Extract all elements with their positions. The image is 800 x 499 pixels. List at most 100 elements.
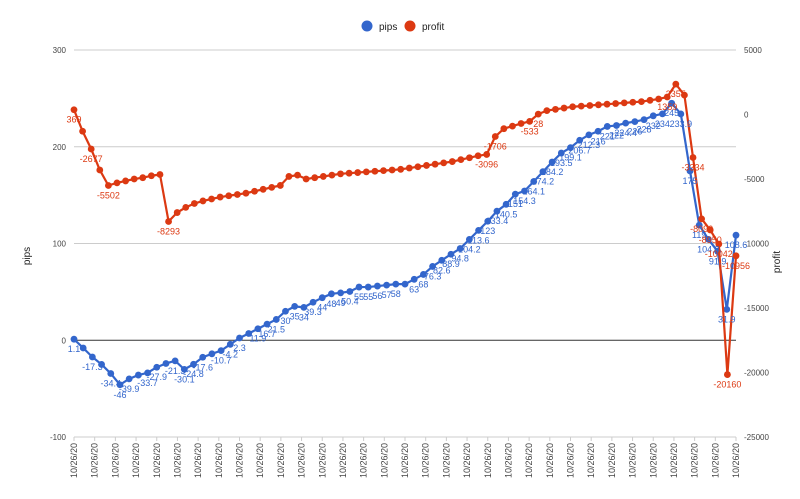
- profit-data-point[interactable]: [577, 102, 585, 110]
- profit-data-point[interactable]: [612, 100, 620, 107]
- pips-data-point[interactable]: [686, 167, 694, 175]
- pips-data-point[interactable]: [254, 325, 262, 333]
- pips-data-point[interactable]: [282, 307, 289, 315]
- pips-data-point[interactable]: [291, 302, 299, 310]
- profit-data-point[interactable]: [251, 187, 258, 195]
- profit-data-point[interactable]: [242, 189, 250, 197]
- profit-data-point[interactable]: [423, 162, 430, 169]
- pips-data-point[interactable]: [328, 290, 335, 298]
- pips-data-point[interactable]: [300, 303, 308, 311]
- pips-data-point[interactable]: [401, 280, 409, 288]
- profit-data-point[interactable]: [681, 91, 688, 99]
- pips-data-point[interactable]: [677, 110, 685, 118]
- pips-data-point[interactable]: [383, 281, 391, 289]
- profit-data-point[interactable]: [595, 101, 602, 109]
- pips-data-point[interactable]: [521, 187, 528, 195]
- pips-data-point[interactable]: [153, 363, 161, 371]
- pips-data-point[interactable]: [419, 271, 427, 278]
- profit-data-point[interactable]: [87, 145, 95, 153]
- pips-data-point[interactable]: [640, 116, 648, 124]
- legend-label-profit[interactable]: profit: [422, 22, 444, 33]
- profit-data-point[interactable]: [225, 192, 233, 200]
- profit-data-point[interactable]: [190, 200, 198, 207]
- pips-data-point[interactable]: [263, 320, 271, 328]
- profit-data-point[interactable]: [638, 98, 645, 105]
- profit-data-point[interactable]: [732, 252, 740, 260]
- pips-data-point[interactable]: [493, 207, 501, 215]
- profit-data-point[interactable]: [285, 173, 293, 180]
- profit-data-point[interactable]: [173, 209, 181, 216]
- profit-data-point[interactable]: [302, 175, 310, 183]
- profit-data-point[interactable]: [276, 182, 284, 189]
- profit-data-point[interactable]: [233, 191, 241, 198]
- profit-data-point[interactable]: [414, 163, 422, 171]
- profit-data-point[interactable]: [543, 107, 551, 115]
- pips-data-point[interactable]: [272, 316, 280, 323]
- profit-data-point[interactable]: [104, 182, 112, 189]
- pips-data-point[interactable]: [668, 99, 676, 107]
- profit-data-point[interactable]: [380, 167, 387, 175]
- profit-data-point[interactable]: [362, 168, 370, 176]
- profit-data-point[interactable]: [130, 175, 138, 183]
- pips-data-point[interactable]: [134, 371, 142, 379]
- pips-data-point[interactable]: [180, 365, 188, 373]
- profit-data-point[interactable]: [517, 120, 525, 127]
- profit-data-point[interactable]: [509, 122, 516, 130]
- profit-data-point[interactable]: [147, 172, 155, 180]
- pips-data-point[interactable]: [429, 263, 436, 270]
- pips-data-point[interactable]: [557, 149, 565, 157]
- pips-data-point[interactable]: [548, 158, 556, 166]
- profit-data-point[interactable]: [483, 151, 491, 158]
- profit-data-point[interactable]: [397, 165, 405, 173]
- pips-data-point[interactable]: [631, 118, 639, 125]
- pips-data-point[interactable]: [107, 370, 115, 377]
- pips-data-point[interactable]: [217, 347, 225, 355]
- profit-data-point[interactable]: [319, 173, 327, 180]
- pips-data-point[interactable]: [484, 217, 492, 225]
- profit-data-point[interactable]: [199, 197, 207, 205]
- pips-data-point[interactable]: [465, 236, 473, 243]
- pips-data-point[interactable]: [438, 256, 446, 264]
- profit-data-point[interactable]: [586, 102, 594, 109]
- pips-data-point[interactable]: [355, 283, 363, 291]
- pips-data-point[interactable]: [190, 360, 197, 368]
- pips-data-point[interactable]: [567, 144, 574, 152]
- pips-data-point[interactable]: [318, 294, 326, 302]
- legend[interactable]: pips profit: [361, 20, 445, 34]
- pips-data-point[interactable]: [337, 289, 345, 297]
- pips-data-point[interactable]: [732, 231, 740, 239]
- profit-data-point[interactable]: [663, 93, 671, 101]
- pips-data-point[interactable]: [502, 200, 510, 208]
- profit-data-point[interactable]: [165, 218, 172, 225]
- profit-data-point[interactable]: [474, 152, 482, 160]
- profit-data-point[interactable]: [500, 125, 508, 133]
- profit-data-point[interactable]: [70, 106, 78, 114]
- pips-data-point[interactable]: [622, 119, 630, 127]
- profit-data-point[interactable]: [655, 95, 663, 103]
- profit-data-point[interactable]: [689, 154, 697, 161]
- profit-data-point[interactable]: [113, 179, 121, 187]
- pips-data-point[interactable]: [88, 353, 96, 361]
- profit-data-point[interactable]: [466, 154, 473, 162]
- profit-data-point[interactable]: [405, 164, 413, 172]
- profit-data-point[interactable]: [431, 160, 439, 168]
- pips-data-point[interactable]: [245, 330, 253, 337]
- profit-data-point[interactable]: [139, 174, 147, 182]
- pips-data-point[interactable]: [576, 136, 584, 144]
- profit-data-point[interactable]: [79, 127, 86, 135]
- profit-data-point[interactable]: [182, 203, 190, 211]
- pips-data-point[interactable]: [723, 305, 731, 313]
- pips-data-point[interactable]: [447, 250, 455, 258]
- profit-data-point[interactable]: [698, 215, 706, 223]
- pips-data-point[interactable]: [70, 335, 78, 343]
- profit-data-point[interactable]: [345, 169, 353, 177]
- profit-data-point[interactable]: [552, 105, 559, 113]
- pips-data-point[interactable]: [585, 131, 593, 139]
- profit-data-point[interactable]: [371, 167, 379, 175]
- pips-data-point[interactable]: [208, 350, 216, 358]
- profit-data-point[interactable]: [526, 117, 534, 125]
- pips-data-point[interactable]: [226, 340, 234, 348]
- pips-data-point[interactable]: [171, 357, 179, 365]
- profit-data-point[interactable]: [259, 185, 267, 193]
- profit-data-point[interactable]: [448, 158, 456, 165]
